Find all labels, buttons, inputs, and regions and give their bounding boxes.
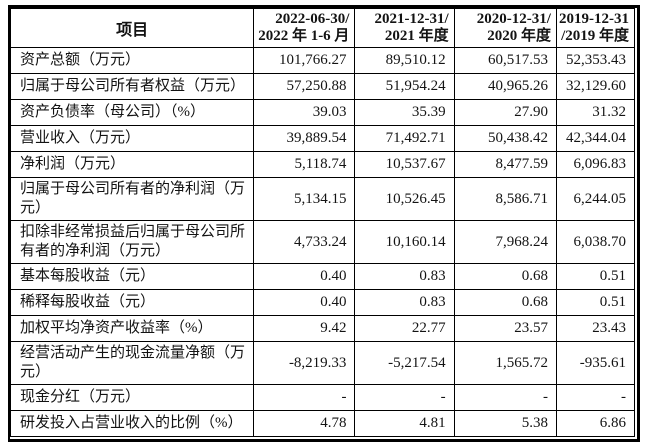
cell-value: 0.68	[453, 263, 557, 290]
cell-value: 57,250.88	[253, 73, 356, 100]
cell-value: 39.03	[253, 99, 356, 126]
header-period-span: 2022 年 1-6 月	[258, 28, 350, 44]
cell-value: 89,510.12	[354, 47, 455, 74]
cell-value: 5.38	[453, 410, 557, 437]
cell-value: 10,526.45	[354, 177, 455, 221]
cell-value: 0.40	[253, 289, 356, 316]
cell-value: 5,134.15	[253, 177, 356, 221]
cell-value: 0.40	[253, 263, 356, 290]
table-row: 净利润（万元） 5,118.74 10,537.67 8,477.59 6,09…	[9, 151, 636, 178]
table-row: 基本每股收益（元） 0.40 0.83 0.68 0.51	[9, 263, 636, 290]
cell-value: -8,219.33	[253, 341, 356, 385]
cell-value: 10,160.14	[354, 220, 455, 264]
row-label: 现金分红（万元）	[9, 384, 255, 411]
cell-value: 60,517.53	[453, 47, 557, 74]
table-row: 资产负债率（母公司）（%） 39.03 35.39 27.90 31.32	[9, 99, 636, 126]
cell-value: 0.51	[555, 263, 636, 290]
cell-value: 23.43	[555, 315, 636, 342]
cell-value: 10,537.67	[354, 151, 455, 178]
cell-value: 23.57	[453, 315, 557, 342]
header-period-2021: 2021-12-31/ 2021 年度	[354, 8, 455, 48]
header-period-date: 2019-12-31	[559, 11, 629, 27]
header-row: 项目 2022-06-30/ 2022 年 1-6 月 2021-12-31/ …	[9, 8, 636, 48]
cell-value: 4,733.24	[253, 220, 356, 264]
cell-value: 6.86	[555, 410, 636, 437]
row-label: 加权平均净资产收益率（%）	[9, 315, 255, 342]
cell-value: 0.51	[555, 289, 636, 316]
cell-value: 50,438.42	[453, 125, 557, 152]
row-label: 净利润（万元）	[9, 151, 255, 178]
cell-value: 71,492.71	[354, 125, 455, 152]
cell-value: 7,968.24	[453, 220, 557, 264]
cell-value: -	[555, 384, 636, 411]
cell-value: 8,477.59	[453, 151, 557, 178]
header-period-2020: 2020-12-31/ 2020 年度	[453, 8, 557, 48]
cell-value: 52,353.43	[555, 47, 636, 74]
row-label: 归属于母公司所有者权益（万元）	[9, 73, 255, 100]
table-row: 研发投入占营业收入的比例（%） 4.78 4.81 5.38 6.86	[9, 410, 636, 437]
cell-value: 0.83	[354, 289, 455, 316]
cell-value: 6,038.70	[555, 220, 636, 264]
header-period-date: 2022-06-30/	[275, 11, 350, 27]
header-item: 项目	[9, 8, 255, 48]
cell-value: 27.90	[453, 99, 557, 126]
cell-value: -	[253, 384, 356, 411]
row-label: 稀释每股收益（元）	[9, 289, 255, 316]
table-row: 加权平均净资产收益率（%） 9.42 22.77 23.57 23.43	[9, 315, 636, 342]
row-label: 研发投入占营业收入的比例（%）	[9, 410, 255, 437]
cell-value: 51,954.24	[354, 73, 455, 100]
cell-value: 9.42	[253, 315, 356, 342]
financial-summary-table: 项目 2022-06-30/ 2022 年 1-6 月 2021-12-31/ …	[9, 8, 636, 437]
cell-value: 5,118.74	[253, 151, 356, 178]
row-label: 经营活动产生的现金流量净额（万元）	[9, 341, 255, 385]
cell-value: 32,129.60	[555, 73, 636, 100]
cell-value: 35.39	[354, 99, 455, 126]
row-label: 扣除非经常损益后归属于母公司所有者的净利润（万元）	[9, 220, 255, 264]
header-period-2019: 2019-12-31 /2019 年度	[555, 8, 636, 48]
cell-value: 6,244.05	[555, 177, 636, 221]
table-row: 扣除非经常损益后归属于母公司所有者的净利润（万元） 4,733.24 10,16…	[9, 220, 636, 264]
table-row: 资产总额（万元） 101,766.27 89,510.12 60,517.53 …	[9, 47, 636, 74]
cell-value: -5,217.54	[354, 341, 455, 385]
table-row: 经营活动产生的现金流量净额（万元） -8,219.33 -5,217.54 1,…	[9, 341, 636, 385]
cell-value: 42,344.04	[555, 125, 636, 152]
header-period-span: 2020 年度	[487, 28, 551, 44]
cell-value: -	[453, 384, 557, 411]
header-period-date: 2021-12-31/	[374, 11, 449, 27]
table-row: 归属于母公司所有者权益（万元） 57,250.88 51,954.24 40,9…	[9, 73, 636, 100]
cell-value: 4.78	[253, 410, 356, 437]
row-label: 归属于母公司所有者的净利润（万元）	[9, 177, 255, 221]
table-row: 营业收入（万元） 39,889.54 71,492.71 50,438.42 4…	[9, 125, 636, 152]
cell-value: -935.61	[555, 341, 636, 385]
cell-value: -	[354, 384, 455, 411]
table-row: 归属于母公司所有者的净利润（万元） 5,134.15 10,526.45 8,5…	[9, 177, 636, 221]
cell-value: 4.81	[354, 410, 455, 437]
table-row: 现金分红（万元） - - - -	[9, 384, 636, 411]
table-body: 资产总额（万元） 101,766.27 89,510.12 60,517.53 …	[9, 47, 636, 437]
row-label: 营业收入（万元）	[9, 125, 255, 152]
financial-table-wrapper: 项目 2022-06-30/ 2022 年 1-6 月 2021-12-31/ …	[8, 5, 640, 442]
document-page: 项目 2022-06-30/ 2022 年 1-6 月 2021-12-31/ …	[8, 5, 640, 442]
cell-value: 0.68	[453, 289, 557, 316]
header-period-span: /2019 年度	[561, 28, 629, 44]
cell-value: 8,586.71	[453, 177, 557, 221]
cell-value: 101,766.27	[253, 47, 356, 74]
header-period-date: 2020-12-31/	[476, 11, 551, 27]
cell-value: 6,096.83	[555, 151, 636, 178]
cell-value: 0.83	[354, 263, 455, 290]
header-period-2022h1: 2022-06-30/ 2022 年 1-6 月	[253, 8, 356, 48]
header-period-span: 2021 年度	[384, 28, 449, 44]
row-label: 资产负债率（母公司）（%）	[9, 99, 255, 126]
table-row: 稀释每股收益（元） 0.40 0.83 0.68 0.51	[9, 289, 636, 316]
cell-value: 40,965.26	[453, 73, 557, 100]
cell-value: 22.77	[354, 315, 455, 342]
row-label: 基本每股收益（元）	[9, 263, 255, 290]
row-label: 资产总额（万元）	[9, 47, 255, 74]
cell-value: 31.32	[555, 99, 636, 126]
cell-value: 1,565.72	[453, 341, 557, 385]
cell-value: 39,889.54	[253, 125, 356, 152]
